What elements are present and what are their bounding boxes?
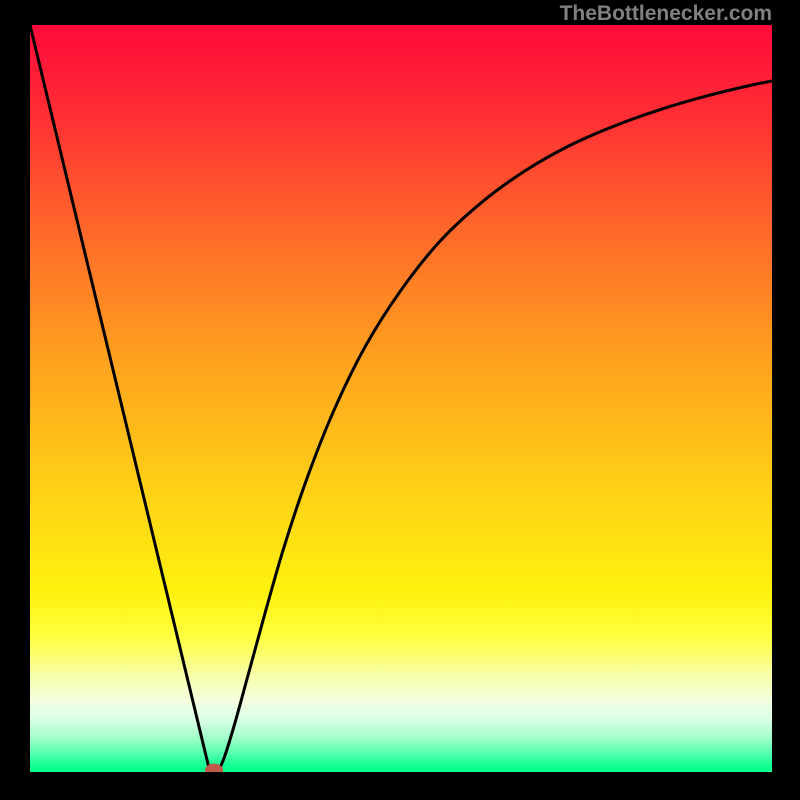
- watermark-text: TheBottlenecker.com: [560, 2, 772, 26]
- chart-root: TheBottlenecker.com: [0, 0, 800, 800]
- curve-left-segment: [30, 25, 210, 771]
- plot-area: [30, 25, 772, 772]
- curve-right-segment: [218, 81, 772, 770]
- curve-layer: [30, 25, 772, 772]
